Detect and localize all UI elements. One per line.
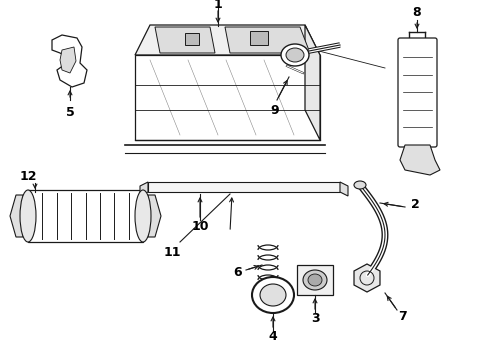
Polygon shape [354,264,380,292]
Text: 8: 8 [413,5,421,18]
Text: 10: 10 [191,220,209,234]
Polygon shape [155,27,215,53]
Bar [148,182,340,192]
Ellipse shape [286,48,304,62]
Polygon shape [10,195,23,237]
Polygon shape [140,182,148,196]
Polygon shape [148,195,161,237]
Text: 3: 3 [311,312,319,325]
FancyBboxPatch shape [398,38,437,147]
Text: 12: 12 [19,171,37,184]
Ellipse shape [354,181,366,189]
Text: 5: 5 [66,107,74,120]
Ellipse shape [252,277,294,313]
Ellipse shape [20,190,36,242]
Polygon shape [135,25,320,55]
Ellipse shape [308,274,322,286]
Text: 1: 1 [214,0,222,10]
Text: 7: 7 [397,310,406,323]
Ellipse shape [260,284,286,306]
Polygon shape [52,35,87,87]
Polygon shape [225,27,310,53]
Polygon shape [400,145,440,175]
Ellipse shape [281,44,309,66]
Text: 4: 4 [269,330,277,343]
Polygon shape [340,182,348,196]
Bar [250,31,268,45]
Bar [297,265,333,295]
Ellipse shape [303,270,327,290]
Text: 9: 9 [270,104,279,117]
Bar [185,33,199,45]
Ellipse shape [135,190,151,242]
Text: 2: 2 [411,198,419,211]
Polygon shape [305,25,320,140]
Polygon shape [60,47,76,73]
Text: 6: 6 [234,266,243,279]
Bar [28,190,143,242]
Text: 11: 11 [163,246,181,258]
Polygon shape [135,55,320,140]
